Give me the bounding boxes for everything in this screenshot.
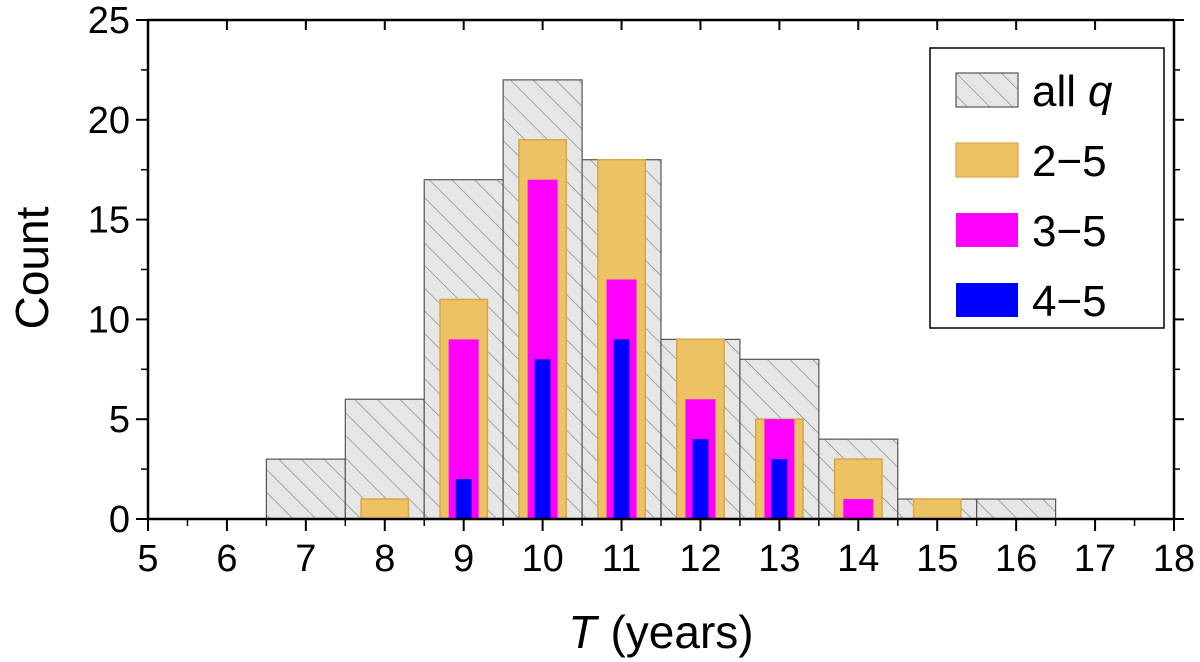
x-axis-label-unit: (years) [610,606,753,658]
legend-swatch-1 [955,72,1019,108]
bar-series-4 [613,339,630,519]
y-tick-label: 20 [88,100,130,142]
y-tick-label: 5 [109,399,130,441]
x-tick-label: 10 [521,538,563,580]
y-tick-label: 10 [88,299,130,341]
y-axis-label: Count [6,206,58,329]
x-tick-label: 12 [679,538,721,580]
bar-series-4 [692,439,709,519]
legend: all q 2−5 3−5 4−5 [929,47,1165,329]
x-axis-label-var: T [568,606,599,658]
x-tick-label: 16 [995,538,1037,580]
legend-label-2: 2−5 [1032,137,1107,186]
x-tick-label: 7 [295,538,316,580]
bar-series-4 [534,359,551,519]
x-axis-label: T (years) [568,606,753,658]
x-tick-label: 14 [837,538,879,580]
bar-series-2 [360,498,410,519]
legend-swatch-3 [956,213,1018,247]
legend-label-4: 4−5 [1032,277,1107,326]
x-tick-label: 13 [758,538,800,580]
x-tick-label: 9 [453,538,474,580]
x-tick-label: 17 [1074,538,1116,580]
y-tick-label: 0 [109,499,130,541]
y-tick-label: 25 [88,0,130,42]
legend-swatch-4 [956,283,1018,317]
x-tick-label: 11 [602,538,641,580]
legend-swatch-2 [955,142,1019,178]
bars-layer [265,79,1057,519]
legend-label-1: all q [1032,67,1113,116]
x-tick-label: 6 [216,538,237,580]
x-tick-label: 18 [1153,538,1195,580]
x-tick-label: 8 [374,538,395,580]
legend-label-3: 3−5 [1032,207,1107,256]
y-tick-label: 15 [88,200,130,242]
bar-series-3 [843,499,874,519]
bar-series-4 [455,479,472,519]
x-tick-label: 5 [137,538,158,580]
bar-series-1 [976,498,1057,519]
x-tick-label: 15 [916,538,958,580]
bar-series-2 [912,498,962,519]
bar-series-1 [265,458,346,519]
bar-series-4 [771,459,788,519]
